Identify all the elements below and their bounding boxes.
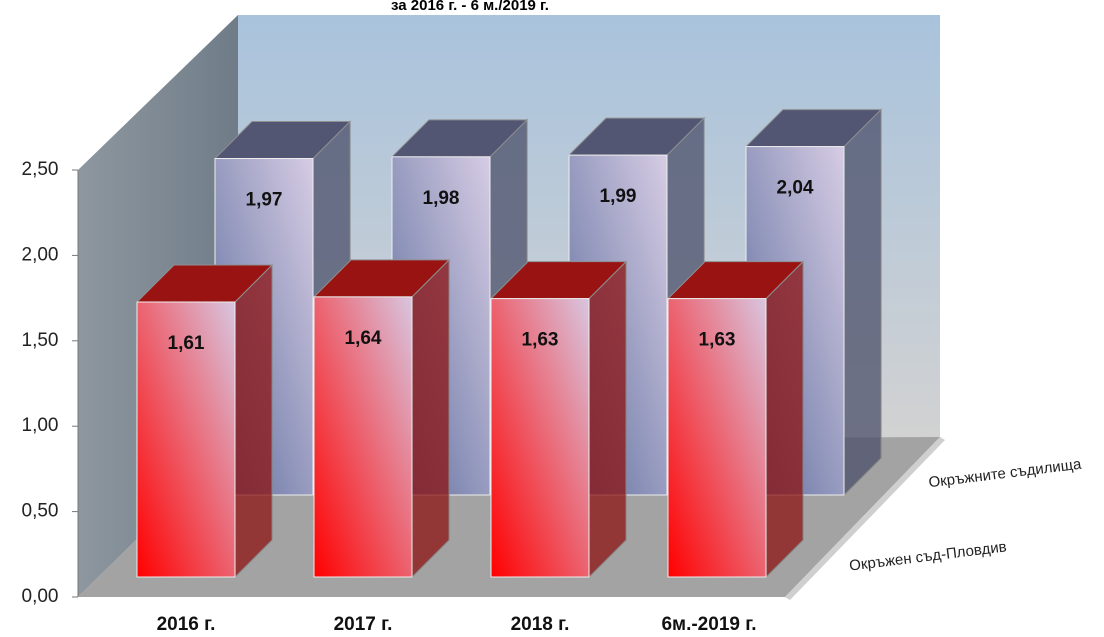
y-tick-label: 0,00 <box>22 586 59 607</box>
value-label: 1,64 <box>345 328 382 349</box>
y-tick-label: 2,50 <box>22 159 59 180</box>
y-tick-label: 0,50 <box>22 501 59 522</box>
value-label: 1,97 <box>246 190 283 211</box>
y-tick-label: 1,00 <box>22 415 59 436</box>
bar-side <box>234 263 273 579</box>
series-label: Окръжен съд-Пловдив <box>848 538 1007 574</box>
bar <box>136 301 236 578</box>
chart-title: за 2016 г. - 6 м./2019 г. <box>391 0 549 14</box>
bar <box>667 298 767 578</box>
floor-edge <box>785 437 945 600</box>
bar-side <box>411 258 450 579</box>
value-label: 1,63 <box>522 330 559 351</box>
bar <box>313 296 413 578</box>
series-label: Окръжните съдилища <box>928 456 1083 492</box>
bar <box>490 298 590 578</box>
value-label: 1,63 <box>699 330 736 351</box>
bar-side <box>843 108 882 497</box>
value-label: 1,98 <box>423 188 460 209</box>
x-tick-label: 2016 г. <box>157 614 216 635</box>
y-tick-label: 1,50 <box>22 330 59 351</box>
x-tick-label: 6м.-2019 г. <box>661 614 756 635</box>
value-label: 2,04 <box>777 178 814 199</box>
value-label: 1,99 <box>600 186 637 207</box>
bar-side <box>765 260 804 579</box>
y-tick-label: 2,00 <box>22 244 59 265</box>
x-tick-label: 2017 г. <box>334 614 393 635</box>
bar-side <box>588 260 627 579</box>
value-label: 1,61 <box>168 333 205 354</box>
x-tick-label: 2018 г. <box>511 614 570 635</box>
